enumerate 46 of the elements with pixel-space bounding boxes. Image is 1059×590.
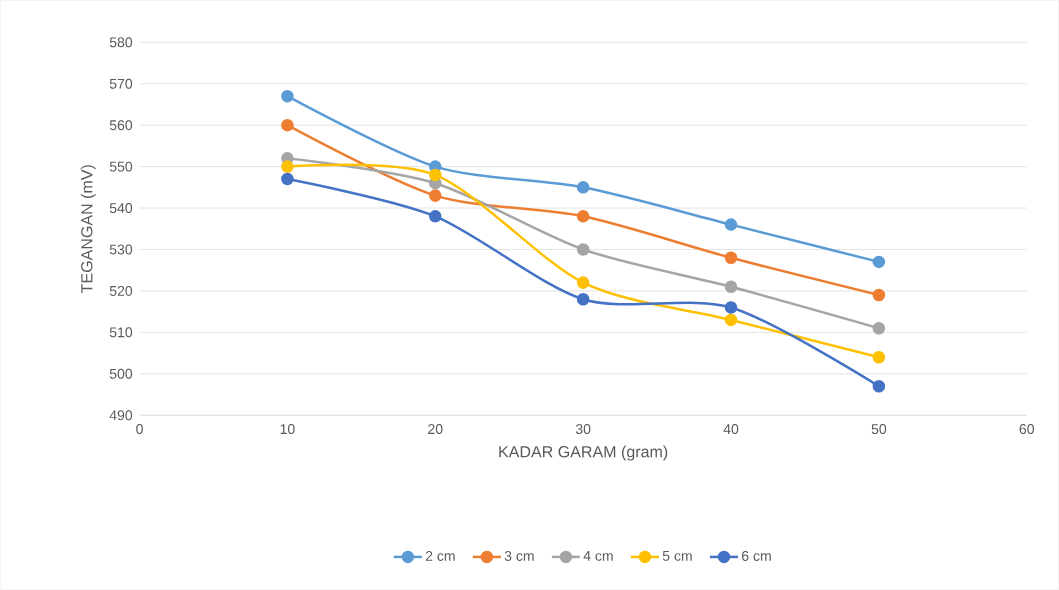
- point: [281, 172, 294, 186]
- legend-label: 2 cm: [425, 551, 455, 561]
- point: [872, 380, 886, 393]
- y-tick-label: 490: [109, 410, 133, 421]
- y-tick-label: 550: [109, 161, 133, 172]
- y-tick-label: 520: [109, 286, 133, 296]
- y-tick-label: 560: [109, 120, 133, 131]
- point: [724, 301, 738, 314]
- point: [724, 251, 738, 265]
- y-tick-label: 580: [109, 37, 133, 48]
- point: [872, 322, 886, 335]
- x-tick-label: 20: [428, 424, 443, 435]
- x-tick-label: 10: [280, 424, 295, 435]
- y-tick-label: 570: [109, 78, 133, 89]
- legend-label: 6 cm: [741, 551, 771, 561]
- point: [724, 218, 738, 231]
- point: [429, 189, 442, 202]
- y-tick-label: 500: [109, 368, 133, 379]
- x-tick-label: 30: [575, 424, 591, 435]
- point: [576, 210, 590, 223]
- point: [576, 293, 590, 306]
- point: [724, 280, 738, 294]
- legend-label: 4 cm: [583, 551, 613, 561]
- point: [281, 118, 294, 132]
- point: [281, 89, 294, 103]
- point: [429, 168, 442, 182]
- point: [429, 210, 442, 223]
- y-axis-title: TEGANGAN (mV): [80, 165, 96, 294]
- legend-label: 5 cm: [662, 551, 692, 561]
- y-tick-label: 530: [109, 244, 133, 255]
- point: [576, 276, 590, 289]
- y-tick-label: 540: [109, 203, 133, 214]
- point: [724, 313, 738, 327]
- point: [281, 160, 294, 173]
- point: [576, 243, 590, 256]
- y-tick-label: 510: [109, 327, 133, 338]
- x-tick-label: 50: [871, 424, 887, 435]
- legend-label: 3 cm: [504, 551, 534, 561]
- point: [576, 181, 590, 194]
- x-tick-label: 40: [723, 424, 739, 435]
- x-axis-title: KADAR GARAM (gram): [499, 445, 668, 461]
- point: [872, 255, 886, 269]
- x-tick-label: 0: [136, 424, 143, 435]
- point: [872, 351, 886, 364]
- point: [872, 288, 886, 302]
- x-tick-label: 60: [1019, 424, 1034, 435]
